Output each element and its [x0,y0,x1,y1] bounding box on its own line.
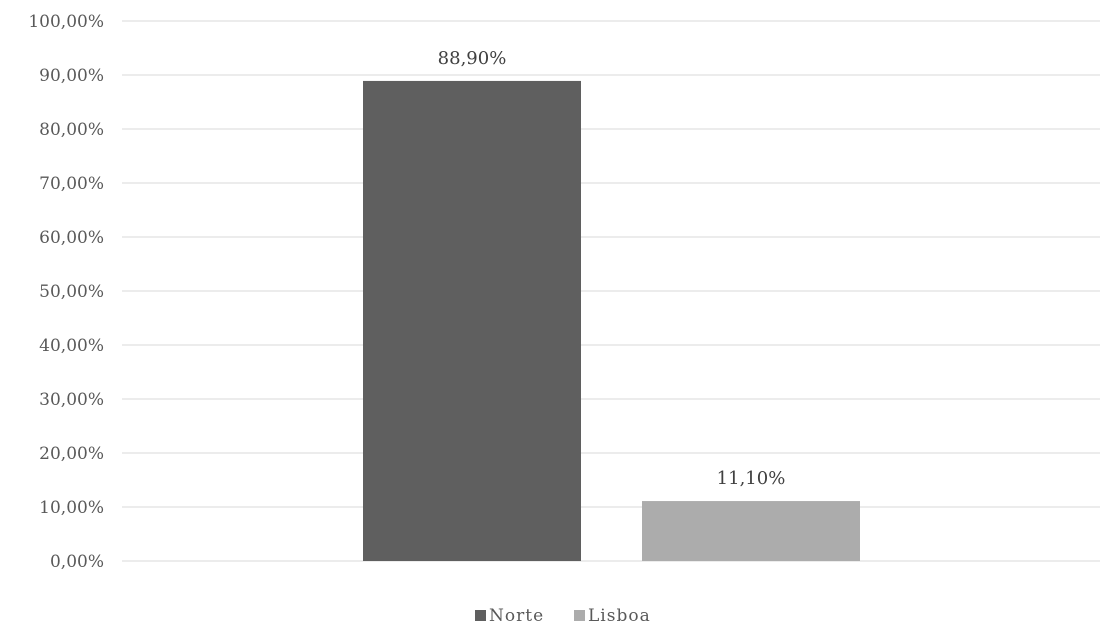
legend-label-lisboa: Lisboa [588,606,651,626]
legend-swatch-norte [475,610,486,621]
y-tick-label: 60,00% [39,228,104,248]
y-tick-label: 40,00% [39,336,104,356]
legend-swatch-lisboa [574,610,585,621]
y-tick-label: 80,00% [39,120,104,140]
y-axis-ticks: 0,00% 10,00% 20,00% 30,00% 40,00% 50,00% 60,00… [28,12,104,572]
data-labels: 88,90% 11,10% [438,48,786,489]
data-label-norte: 88,90% [438,48,507,69]
bar-norte [363,80,581,561]
y-tick-label: 100,00% [28,12,104,32]
bars [363,80,860,561]
bar-lisboa [642,501,860,561]
y-tick-label: 30,00% [39,390,104,410]
y-tick-label: 10,00% [39,498,104,518]
y-tick-label: 0,00% [50,552,104,572]
gridlines [122,20,1100,562]
data-label-lisboa: 11,10% [717,468,786,489]
y-tick-label: 50,00% [39,282,104,302]
y-tick-label: 70,00% [39,174,104,194]
legend: Norte Lisboa [475,606,651,626]
y-tick-label: 90,00% [39,66,104,86]
y-tick-label: 20,00% [39,444,104,464]
legend-label-norte: Norte [489,606,544,626]
